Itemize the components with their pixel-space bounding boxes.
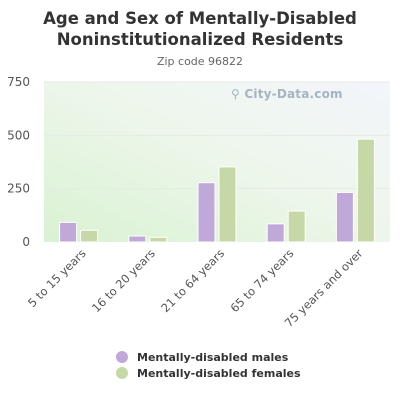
x-tick-label: 75 years and over	[282, 246, 366, 330]
legend-item-males: Mentally-disabled males	[116, 349, 301, 365]
x-tick-label: 65 to 74 years	[227, 246, 296, 315]
watermark-icon: ⚲	[231, 87, 240, 101]
legend-item-females: Mentally-disabled females	[116, 365, 301, 381]
x-tick-label: 5 to 15 years	[25, 246, 89, 310]
bar-females	[218, 166, 237, 243]
watermark-text: City-Data.com	[244, 87, 343, 101]
legend: Mentally-disabled males Mentally-disable…	[116, 349, 301, 381]
bar-females	[356, 138, 375, 243]
chart-title: Age and Sex of Mentally-Disabled Noninsti…	[43, 9, 357, 49]
bar-females	[80, 229, 99, 243]
bar-males	[59, 221, 78, 243]
y-tick-label: 0	[22, 235, 30, 249]
y-tick-label: 750	[7, 75, 30, 89]
legend-swatch-females	[116, 367, 128, 379]
legend-swatch-males	[116, 351, 128, 363]
watermark: ⚲ City-Data.com	[231, 87, 343, 101]
chart-subtitle: Zip code 96822	[156, 55, 244, 68]
bar-females	[287, 210, 306, 243]
x-tick-label: 16 to 20 years	[89, 246, 158, 315]
legend-label-females: Mentally-disabled females	[137, 366, 301, 380]
bar-males	[128, 235, 147, 243]
bar-males	[335, 192, 354, 243]
legend-label-males: Mentally-disabled males	[137, 350, 289, 364]
plot-background	[44, 82, 390, 242]
x-tick-label: 21 to 64 years	[158, 246, 227, 315]
bar-males	[266, 223, 285, 243]
bar-females	[149, 236, 168, 243]
y-tick-label: 250	[7, 182, 30, 196]
y-tick-label: 500	[7, 128, 30, 142]
bar-males	[197, 182, 216, 243]
